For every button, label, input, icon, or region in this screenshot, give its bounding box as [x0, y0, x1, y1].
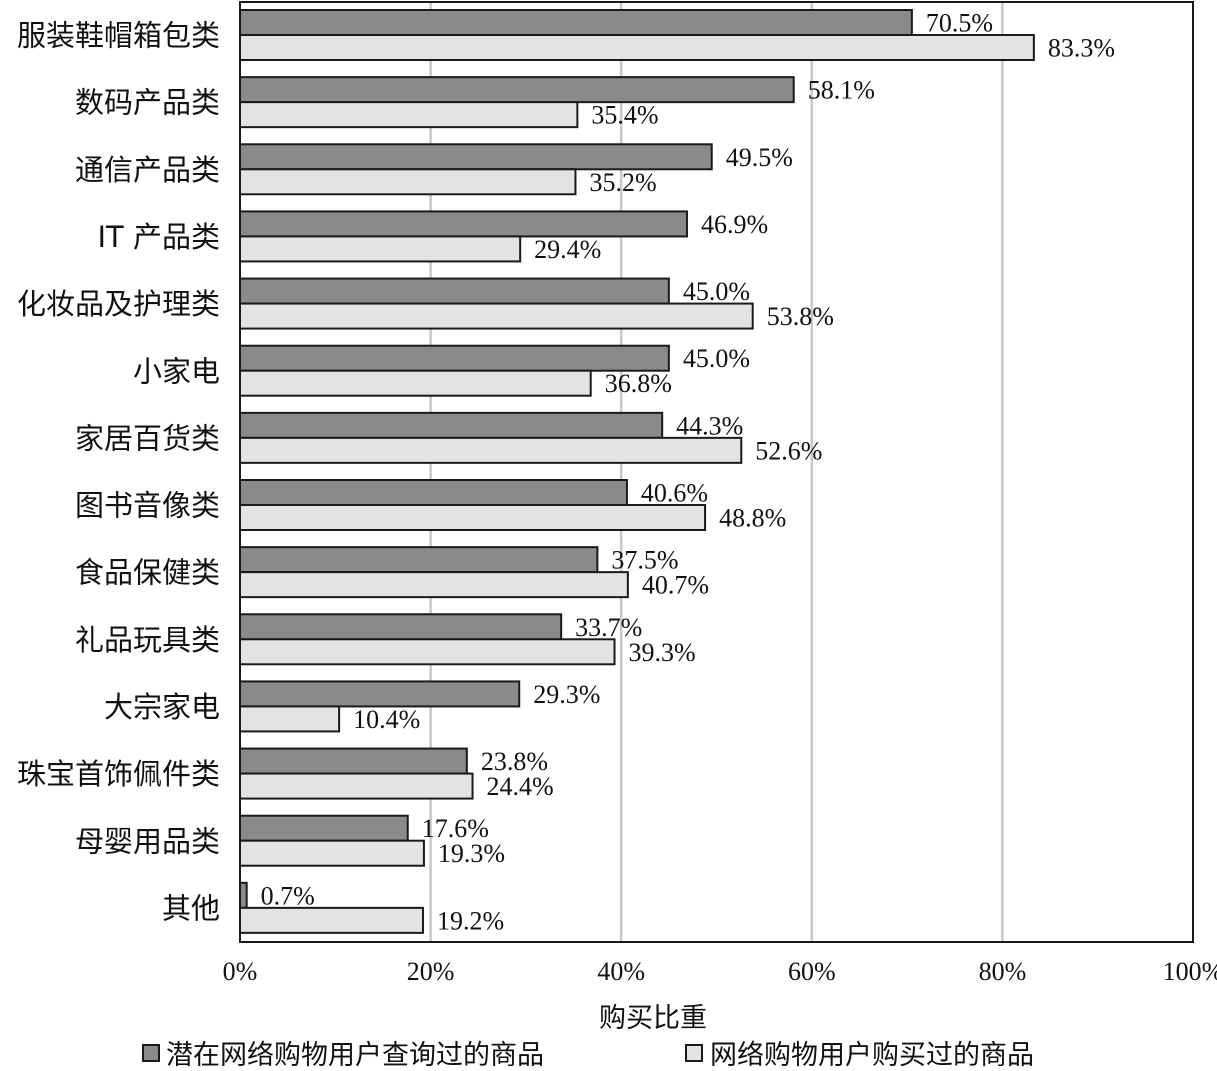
legend-label-potential: 潜在网络购物用户查询过的商品	[166, 1040, 544, 1071]
category-label: 通信产品类	[75, 153, 220, 187]
x-tick-label-100: 100%	[1163, 957, 1217, 986]
value-label-buyer: 10.4%	[353, 705, 420, 734]
value-label-buyer: 36.8%	[605, 369, 672, 398]
value-label-buyer: 40.7%	[642, 571, 709, 600]
category-label: 大宗家电	[104, 690, 220, 724]
bar-buyer	[239, 436, 743, 464]
bar-potential	[239, 546, 599, 574]
plot-frame	[239, 1, 1194, 943]
bar-buyer	[239, 638, 616, 666]
category-label: 小家电	[133, 354, 220, 388]
value-label-potential: 40.6%	[641, 479, 708, 508]
bar-potential	[239, 680, 521, 708]
bar-potential	[239, 9, 913, 36]
legend-swatch-buyer	[685, 1044, 703, 1062]
bar-buyer	[239, 235, 522, 263]
value-label-potential: 45.0%	[683, 277, 750, 306]
value-label-potential: 45.0%	[683, 344, 750, 373]
value-label-potential: 17.6%	[422, 814, 489, 843]
legend-label-buyer: 网络购物用户购买过的商品	[710, 1040, 1034, 1071]
value-label-potential: 70.5%	[926, 9, 993, 38]
value-label-potential: 29.3%	[533, 680, 600, 709]
value-label-potential: 49.5%	[726, 143, 793, 172]
category-label: 礼品玩具类	[75, 623, 220, 657]
bar-buyer	[239, 101, 579, 129]
bar-buyer	[239, 906, 424, 934]
bar-potential	[239, 76, 795, 104]
bar-buyer	[239, 168, 577, 196]
bar-buyer	[239, 34, 1035, 61]
bar-potential	[239, 143, 713, 171]
value-label-buyer: 48.8%	[719, 504, 786, 533]
bar-buyer	[239, 839, 425, 867]
value-label-potential: 44.3%	[676, 411, 743, 440]
bar-buyer	[239, 571, 629, 599]
value-label-buyer: 29.4%	[534, 235, 601, 264]
value-labels: 70.5% 83.3% 58.1% 35.4% 49.5% 35.2% 46.9% 29.4%…	[261, 9, 1115, 936]
bar-buyer	[239, 369, 592, 397]
bar-potential	[239, 747, 468, 775]
bar-potential	[239, 344, 670, 372]
legend-swatch-potential	[142, 1044, 160, 1062]
bar-potential	[239, 210, 688, 238]
category-label: 家居百货类	[75, 421, 220, 455]
x-tick-label-40: 40%	[597, 957, 645, 986]
value-label-potential: 46.9%	[701, 210, 768, 239]
bars	[239, 9, 1035, 934]
category-label: 服装鞋帽箱包类	[17, 19, 220, 53]
category-label: 数码产品类	[75, 86, 220, 120]
bar-buyer	[239, 705, 341, 733]
bar-potential	[239, 814, 409, 842]
value-label-buyer: 35.4%	[591, 101, 658, 130]
category-label: 母婴用品类	[75, 824, 220, 858]
value-label-buyer: 35.2%	[589, 168, 656, 197]
value-label-buyer: 19.2%	[437, 906, 504, 935]
bar-buyer	[239, 504, 707, 531]
value-label-buyer: 83.3%	[1048, 34, 1115, 63]
value-label-buyer: 53.8%	[767, 302, 834, 331]
value-label-buyer: 52.6%	[755, 436, 822, 465]
category-label: 珠宝首饰佩件类	[17, 757, 220, 791]
x-axis-title: 购买比重	[599, 1003, 707, 1034]
value-label-potential: 0.7%	[261, 881, 315, 910]
category-label: 化妆品及护理类	[17, 287, 220, 321]
value-label-buyer: 19.3%	[438, 839, 505, 868]
value-label-potential: 23.8%	[481, 747, 548, 776]
legend: 潜在网络购物用户查询过的商品 网络购物用户购买过的商品	[142, 1040, 1034, 1071]
bar-potential	[239, 277, 670, 305]
value-label-buyer: 24.4%	[487, 772, 554, 801]
x-tick-label-0: 0%	[223, 957, 258, 986]
bar-potential	[239, 411, 664, 439]
bar-potential	[239, 881, 248, 909]
value-label-potential: 33.7%	[575, 613, 642, 642]
category-label: IT 产品类	[98, 220, 221, 254]
category-label: 食品保健类	[75, 556, 220, 590]
bar-buyer	[239, 302, 754, 330]
category-label: 图书音像类	[75, 489, 220, 523]
x-tick-label-60: 60%	[788, 957, 836, 986]
bar-buyer	[239, 772, 474, 800]
bar-potential	[239, 479, 628, 506]
value-label-buyer: 39.3%	[629, 638, 696, 667]
x-tick-label-80: 80%	[979, 957, 1027, 986]
value-label-potential: 37.5%	[611, 546, 678, 575]
x-tick-labels: 0% 20% 40% 60% 80% 100%	[223, 957, 1217, 986]
bar-potential	[239, 613, 563, 641]
x-tick-label-20: 20%	[407, 957, 455, 986]
category-label: 其他	[162, 891, 220, 925]
value-label-potential: 58.1%	[808, 76, 875, 105]
